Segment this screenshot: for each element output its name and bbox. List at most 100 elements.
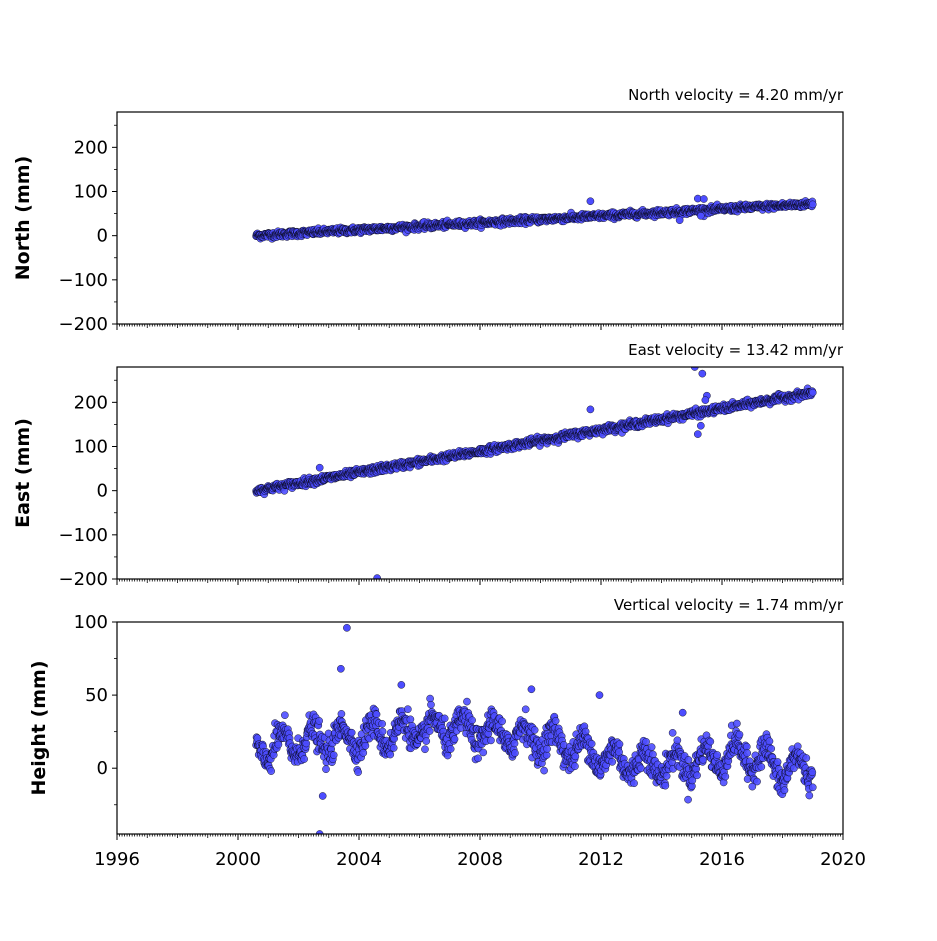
outlier-point: [697, 211, 705, 220]
y-axis-label: East (mm): [12, 418, 34, 528]
outlier-point: [315, 463, 324, 472]
data-point: [422, 737, 431, 745]
data-point: [615, 740, 624, 748]
data-point: [753, 777, 761, 786]
data-point: [378, 720, 386, 728]
outlier-point: [586, 197, 595, 206]
y-tick-label: −200: [59, 569, 108, 590]
data-point: [780, 786, 789, 795]
data-points: [252, 194, 817, 243]
data-point: [386, 750, 395, 759]
data-point: [361, 741, 370, 750]
y-tick-label: 0: [97, 758, 108, 779]
data-point: [440, 714, 449, 723]
outlier-point: [701, 396, 710, 404]
data-point: [649, 750, 657, 759]
outlier-point: [318, 792, 327, 800]
y-tick-label: −100: [59, 270, 108, 291]
data-point: [378, 727, 387, 736]
outlier-point: [694, 430, 702, 438]
data-point: [347, 728, 356, 737]
data-point: [446, 745, 455, 753]
data-point: [662, 772, 671, 780]
data-point: [571, 752, 580, 761]
outlier-point: [586, 405, 595, 414]
y-tick-label: 200: [74, 137, 108, 158]
data-points: [252, 624, 817, 834]
data-point: [721, 772, 730, 781]
data-point: [315, 717, 323, 725]
data-point: [543, 745, 551, 753]
data-point: [802, 754, 811, 762]
data-point: [521, 705, 530, 714]
data-point: [511, 749, 519, 757]
x-tick-label: 2000: [215, 849, 261, 870]
data-point: [359, 749, 368, 757]
outlier-point: [595, 691, 604, 699]
data-point: [302, 739, 311, 748]
data-point: [427, 700, 435, 709]
data-point: [661, 781, 670, 790]
data-point: [808, 388, 817, 397]
data-point: [587, 740, 596, 748]
data-point: [474, 754, 482, 763]
data-point: [805, 791, 814, 800]
data-point: [706, 737, 715, 746]
data-points: [252, 367, 817, 579]
data-point: [733, 719, 741, 728]
data-point: [684, 795, 692, 804]
panel-title: North velocity = 4.20 mm/yr: [628, 86, 844, 104]
y-tick-label: 200: [74, 392, 108, 413]
x-tick-label: 2012: [578, 849, 624, 870]
data-point: [765, 737, 774, 746]
data-point: [808, 200, 817, 209]
outlier-point: [527, 685, 536, 694]
data-point: [743, 749, 751, 757]
data-point: [372, 710, 381, 719]
x-tick-label: 2004: [336, 849, 382, 870]
data-point: [354, 768, 362, 776]
outlier-point: [678, 708, 687, 717]
data-point: [329, 751, 338, 759]
data-point: [406, 715, 415, 724]
data-point: [337, 710, 346, 718]
data-point: [551, 717, 560, 725]
outlier-point: [697, 421, 705, 430]
data-point: [498, 717, 506, 726]
outlier-point: [675, 216, 684, 225]
data-point: [404, 705, 412, 713]
y-tick-label: 0: [97, 481, 108, 502]
data-point: [693, 771, 701, 780]
data-point: [479, 748, 488, 757]
y-tick-label: −100: [59, 525, 108, 546]
data-point: [742, 742, 751, 751]
data-point: [421, 745, 429, 754]
data-point: [322, 765, 330, 773]
x-tick-label: 1996: [94, 849, 140, 870]
data-point: [443, 751, 452, 760]
y-tick-label: −200: [59, 314, 108, 335]
data-point: [540, 766, 548, 775]
data-point: [300, 755, 308, 763]
data-point: [389, 744, 398, 752]
data-point: [274, 740, 283, 749]
data-point: [668, 729, 677, 737]
data-point: [773, 758, 782, 766]
outlier-point: [700, 195, 708, 203]
data-point: [808, 768, 817, 777]
y-axis-label: North (mm): [12, 156, 34, 281]
panel-3: 0 50 100 1996 2000 2004 2008 2012 2016 2020 Vertic…: [28, 596, 866, 870]
y-tick-label: 100: [74, 437, 108, 458]
panel-title: East velocity = 13.42 mm/yr: [628, 341, 844, 359]
data-point: [713, 751, 722, 759]
y-axis-label: Height (mm): [28, 660, 50, 795]
outlier-point: [698, 369, 707, 378]
outlier-point: [337, 664, 345, 673]
outlier-point: [373, 574, 381, 579]
data-point: [637, 764, 645, 773]
data-point: [630, 779, 638, 788]
panel-title: Vertical velocity = 1.74 mm/yr: [614, 596, 844, 614]
y-tick-label: 0: [97, 226, 108, 247]
